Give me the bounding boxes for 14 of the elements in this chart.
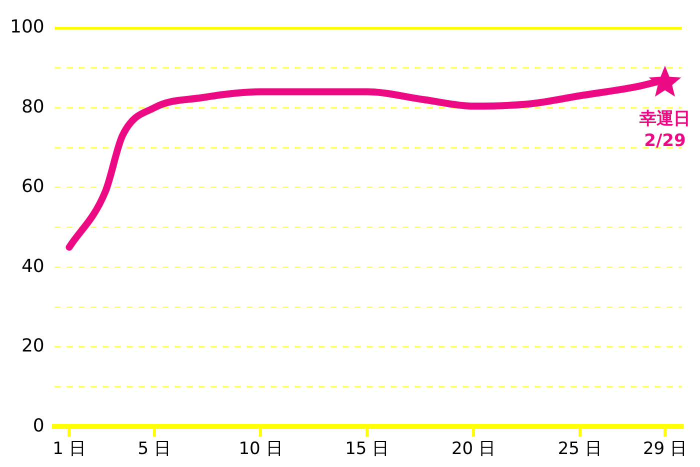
x-tick-label: 20 日 — [451, 439, 496, 460]
y-tick-label: 80 — [21, 96, 44, 118]
y-tick-label: 20 — [21, 336, 44, 357]
x-tick-label: 29 日 — [642, 439, 688, 460]
x-tick-label: 15 日 — [345, 439, 390, 460]
x-tick-label: 5 日 — [138, 439, 171, 460]
x-tick-label: 25 日 — [558, 439, 602, 460]
y-tick-label: 60 — [21, 176, 44, 198]
x-tick-label: 10 日 — [238, 439, 283, 460]
x-tick-label: 1 日 — [52, 439, 86, 460]
annotation: 幸運日 2/29 — [638, 109, 690, 152]
y-tick-label: 0 — [32, 415, 44, 436]
y-tick-label: 40 — [21, 256, 44, 277]
y-tick-label: 100 — [10, 16, 44, 38]
